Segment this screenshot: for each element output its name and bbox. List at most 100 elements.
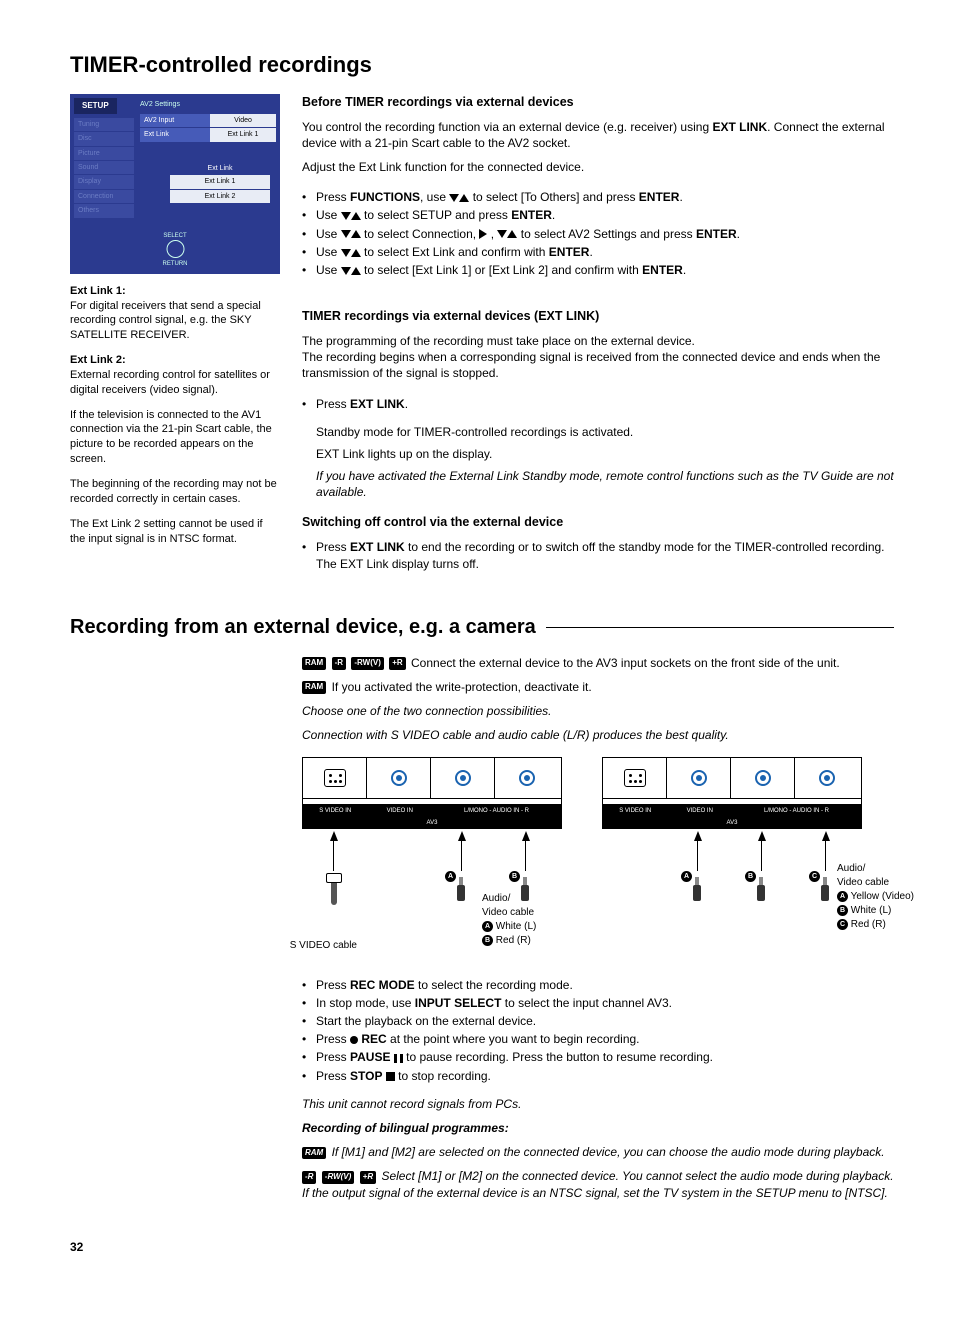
switch-title: Switching off control via the external d… — [302, 514, 894, 531]
conn-av3-label: AV3 — [303, 818, 561, 828]
label-c-icon: C — [809, 871, 820, 882]
label-a-icon: A — [482, 921, 493, 932]
rca-jack-icon — [819, 770, 835, 786]
setup-row-value: Ext Link 1 — [210, 128, 276, 141]
label-c-text: Red (R) — [851, 919, 886, 930]
label-b-icon: B — [482, 935, 493, 946]
setup-sidebar-item: Others — [74, 204, 134, 217]
nav-down-icon — [341, 230, 351, 238]
timer-note: If you have activated the External Link … — [302, 468, 894, 500]
label-c-icon: C — [837, 919, 848, 930]
rca-jack-icon — [519, 770, 535, 786]
rca-jack-icon — [691, 770, 707, 786]
rca-jack-icon — [755, 770, 771, 786]
svideo-cable-caption: S VIDEO cable — [247, 939, 357, 953]
arrow-up-icon — [822, 831, 830, 841]
timer-bullet: Press EXT LINK. — [302, 396, 894, 412]
svideo-jack-icon — [324, 769, 346, 787]
setup-sidebar-item: Picture — [74, 147, 134, 160]
label-b-text: Red (R) — [496, 935, 531, 946]
s2-line2: If you activated the write-protection, d… — [332, 680, 592, 694]
setup-sidebar-item: Tuning — [74, 118, 134, 131]
disc-badge: RAM — [302, 1147, 326, 1160]
arrow-up-icon — [522, 831, 530, 841]
rca-jack-icon — [391, 770, 407, 786]
ext-link1-title: Ext Link 1: — [70, 285, 126, 297]
setup-screenshot: SETUP AV2 Settings Tuning Disc Picture S… — [70, 94, 280, 274]
disc-badge: RAM — [302, 681, 326, 694]
nav-up-icon — [351, 249, 361, 257]
rca-plug-icon — [821, 877, 829, 901]
nav-up-icon — [507, 230, 517, 238]
nav-down-icon — [341, 212, 351, 220]
setup-sidebar-item: Sound — [74, 161, 134, 174]
step-bullet: Press PAUSE to pause recording. Press th… — [302, 1049, 894, 1065]
conn-label: S VIDEO IN — [603, 807, 668, 815]
before-title: Before TIMER recordings via external dev… — [302, 94, 894, 111]
label-a-text: White (L) — [496, 921, 537, 932]
conn-av3-label: AV3 — [603, 818, 861, 828]
conn-label: S VIDEO IN — [303, 807, 368, 815]
setup-row-label: AV2 Input — [140, 114, 210, 127]
setup-footer-select: SELECT — [163, 232, 188, 240]
setup-sidebar-item: Connection — [74, 190, 134, 203]
label-a-icon: A — [681, 871, 692, 882]
s2-note2: Connection with S VIDEO cable and audio … — [302, 727, 894, 743]
rca-jack-icon — [455, 770, 471, 786]
svideo-plug-icon — [326, 873, 342, 907]
av-cable-caption: Audio/ Video cable — [482, 892, 572, 920]
setup-sidebar-item: Disc — [74, 132, 134, 145]
step-bullet: Start the playback on the external devic… — [302, 1013, 894, 1029]
setup-pane-title: AV2 Settings — [140, 100, 180, 109]
disc-badge: -RW(V) — [322, 1171, 355, 1184]
before-bullet: Use to select [Ext Link 1] or [Ext Link … — [302, 262, 894, 278]
step-bullet: Press STOP to stop recording. — [302, 1068, 894, 1084]
setup-submenu-header: Ext Link — [170, 164, 270, 173]
connection-diagram-2: S VIDEO IN VIDEO IN L/MONO - AUDIO IN - … — [602, 757, 862, 828]
setup-sidebar-item: Display — [74, 175, 134, 188]
ext-link2-body: External recording control for satellite… — [70, 369, 270, 396]
switch-bullet: Press EXT LINK to end the recording or t… — [302, 539, 894, 571]
timer-sub2: EXT Link lights up on the display. — [302, 446, 894, 462]
setup-row-value: Video — [210, 114, 276, 127]
setup-header: SETUP — [74, 98, 117, 115]
nav-down-icon — [449, 194, 459, 202]
label-b-icon: B — [837, 905, 848, 916]
arrow-up-icon — [458, 831, 466, 841]
setup-submenu-option: Ext Link 2 — [170, 190, 270, 203]
setup-submenu-option: Ext Link 1 — [170, 175, 270, 188]
disc-badge: +R — [389, 657, 405, 670]
svideo-jack-icon — [624, 769, 646, 787]
timer-p1: The programming of the recording must ta… — [302, 333, 894, 382]
setup-navpad-icon — [166, 240, 184, 258]
rca-plug-icon — [757, 877, 765, 901]
nav-up-icon — [351, 267, 361, 275]
nav-up-icon — [351, 212, 361, 220]
before-p2: Adjust the Ext Link function for the con… — [302, 159, 894, 175]
nav-up-icon — [459, 194, 469, 202]
label-b-icon: B — [745, 871, 756, 882]
left-note-p2: The beginning of the recording may not b… — [70, 477, 280, 507]
footer-n3: If [M1] and [M2] are selected on the con… — [332, 1145, 885, 1159]
ext-link2-title: Ext Link 2: — [70, 354, 126, 366]
timer-title: TIMER recordings via external devices (E… — [302, 308, 894, 325]
footer-n4: Select [M1] or [M2] on the connected dev… — [302, 1169, 894, 1199]
before-p1b: EXT LINK — [712, 120, 767, 134]
label-a-icon: A — [837, 891, 848, 902]
nav-down-icon — [497, 230, 507, 238]
conn-label: VIDEO IN — [368, 807, 433, 815]
disc-badge: -RW(V) — [351, 657, 384, 670]
s2-note1: Choose one of the two connection possibi… — [302, 703, 894, 719]
before-bullet: Use to select Connection, , to select AV… — [302, 226, 894, 242]
disc-badge: -R — [302, 1171, 316, 1184]
arrow-up-icon — [758, 831, 766, 841]
footer-n1: This unit cannot record signals from PCs… — [302, 1096, 894, 1112]
conn-label: L/MONO - AUDIO IN - R — [732, 807, 861, 815]
label-a-text: Yellow (Video) — [851, 891, 914, 902]
conn-label: L/MONO - AUDIO IN - R — [432, 807, 561, 815]
left-note-p3: The Ext Link 2 setting cannot be used if… — [70, 517, 280, 547]
disc-badge: +R — [360, 1171, 376, 1184]
av-cable-caption: Audio/ Video cable — [837, 862, 937, 890]
arrow-up-icon — [694, 831, 702, 841]
label-a-icon: A — [445, 871, 456, 882]
